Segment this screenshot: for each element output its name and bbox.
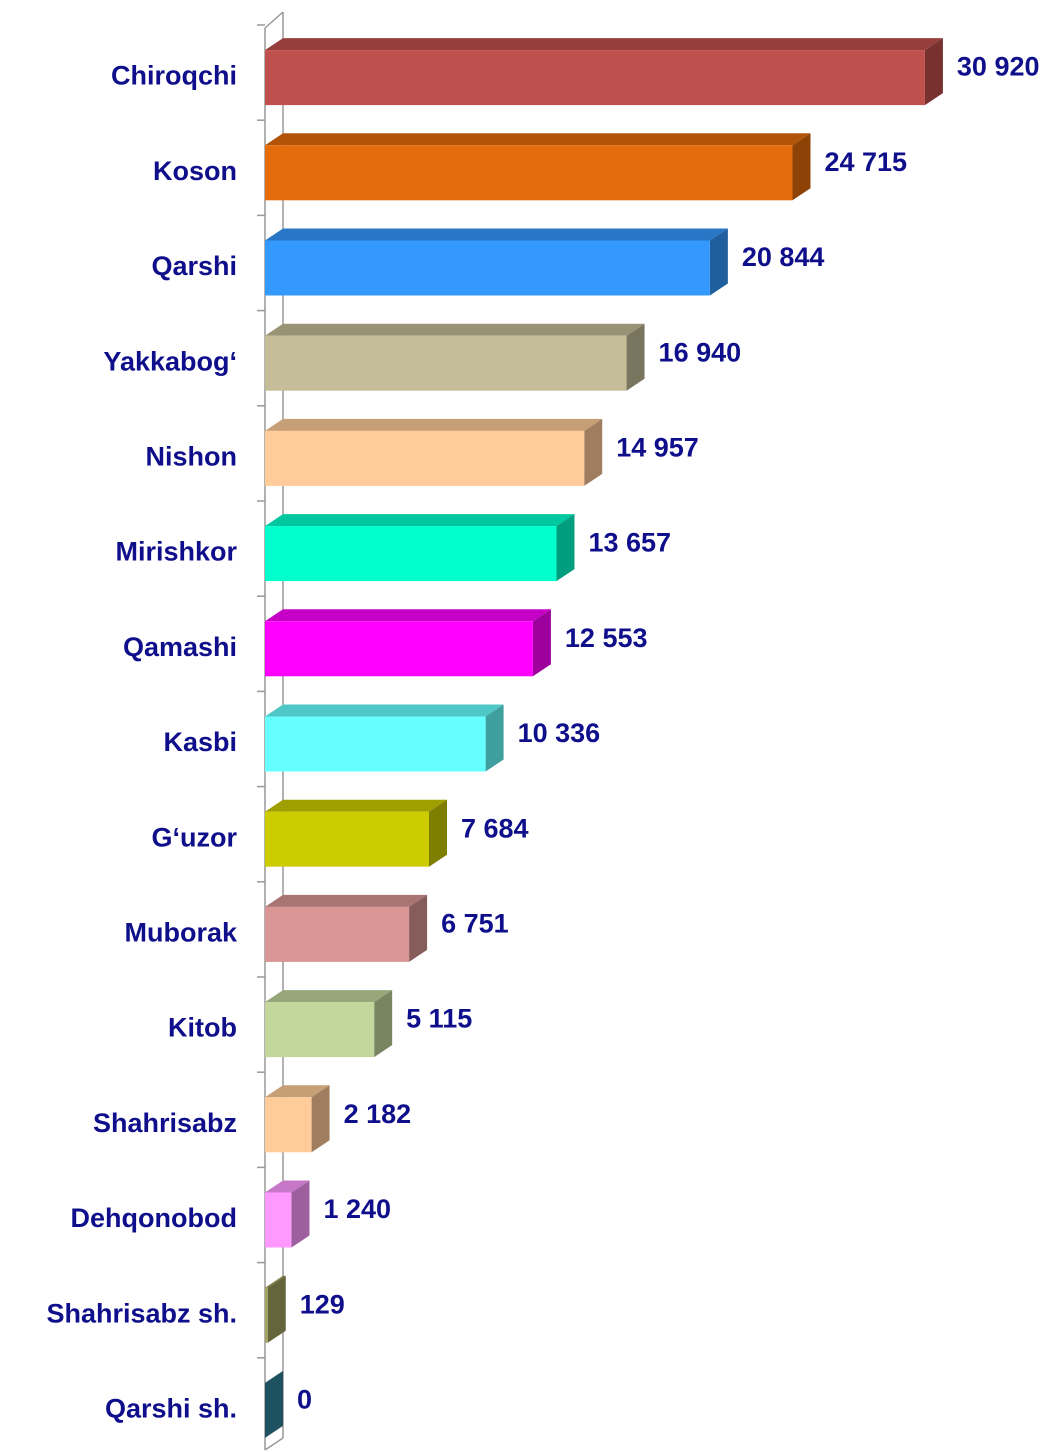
value-label: 10 336: [518, 718, 601, 748]
bar-top: [265, 1180, 310, 1193]
bar-side: [428, 799, 447, 867]
bar-side: [267, 1275, 286, 1343]
bar-top: [265, 418, 603, 431]
bar-top: [265, 38, 943, 51]
bar-side: [485, 704, 504, 772]
value-label: 30 920: [957, 52, 1040, 82]
bar-side: [584, 418, 603, 486]
bar-top: [265, 133, 811, 146]
bar-top: [265, 514, 575, 527]
bar: [265, 1192, 292, 1248]
bar: [265, 240, 710, 296]
bar: [265, 811, 429, 867]
value-label: 7 684: [461, 813, 529, 843]
bar-side: [626, 323, 645, 391]
y-tick-label: Shahrisabz: [93, 1108, 237, 1138]
y-tick-label: Kasbi: [163, 727, 237, 757]
bar: [265, 1287, 268, 1343]
bar: [265, 430, 585, 486]
bar: [265, 1097, 312, 1153]
bar-side: [265, 1370, 283, 1438]
y-tick-label: Kitob: [168, 1013, 237, 1043]
y-tick-label: Shahrisabz sh.: [46, 1298, 237, 1328]
bar-top: [265, 609, 551, 622]
value-label: 20 844: [742, 242, 825, 272]
y-tick-label: Nishon: [146, 442, 238, 472]
y-tick-label: Yakkabog‘: [103, 346, 237, 376]
value-label: 6 751: [441, 909, 509, 939]
bar-side: [291, 1180, 310, 1248]
bar: [265, 906, 410, 962]
value-label: 5 115: [406, 1004, 472, 1034]
bar: [265, 1002, 375, 1058]
y-tick-label: Qarshi: [151, 251, 237, 281]
value-label: 13 657: [588, 528, 671, 558]
y-tick-label: G‘uzor: [152, 822, 238, 852]
bar: [265, 50, 925, 106]
bar-top: [265, 894, 428, 907]
y-tick-label: Chiroqchi: [111, 61, 237, 91]
y-tick-label: Qarshi sh.: [105, 1394, 237, 1424]
bar-top: [265, 323, 645, 336]
bar-side: [532, 609, 551, 677]
bar-side: [311, 1085, 330, 1153]
y-tick-label: Muborak: [124, 918, 237, 948]
value-label: 129: [300, 1289, 345, 1319]
y-tick-label: Koson: [153, 156, 237, 186]
y-tick-label: Dehqonobod: [71, 1203, 237, 1233]
bar: [265, 621, 533, 677]
bar: [265, 526, 557, 582]
bar-side: [924, 38, 943, 106]
value-label: 24 715: [824, 147, 907, 177]
bar-top: [265, 1275, 286, 1288]
y-tick-label: Qamashi: [123, 632, 237, 662]
y-tick-label: Mirishkor: [115, 537, 237, 567]
bar: [265, 335, 627, 391]
bar: [265, 145, 793, 201]
value-label: 1 240: [323, 1194, 391, 1224]
value-label: 2 182: [344, 1099, 412, 1129]
value-label: 14 957: [616, 433, 699, 463]
value-label: 12 553: [565, 623, 648, 653]
bar: [265, 716, 486, 772]
bar-top: [265, 799, 447, 812]
bar-top: [265, 1085, 330, 1098]
bar-side: [709, 228, 728, 296]
bar-top: [265, 990, 393, 1003]
bar-top: [265, 228, 728, 241]
bar-side: [792, 133, 811, 201]
bar-side: [556, 514, 575, 582]
value-label: 16 940: [659, 337, 742, 367]
bar-side: [374, 990, 393, 1058]
bar-side: [409, 894, 428, 962]
bar-top: [265, 704, 504, 717]
value-label: 0: [297, 1385, 312, 1415]
